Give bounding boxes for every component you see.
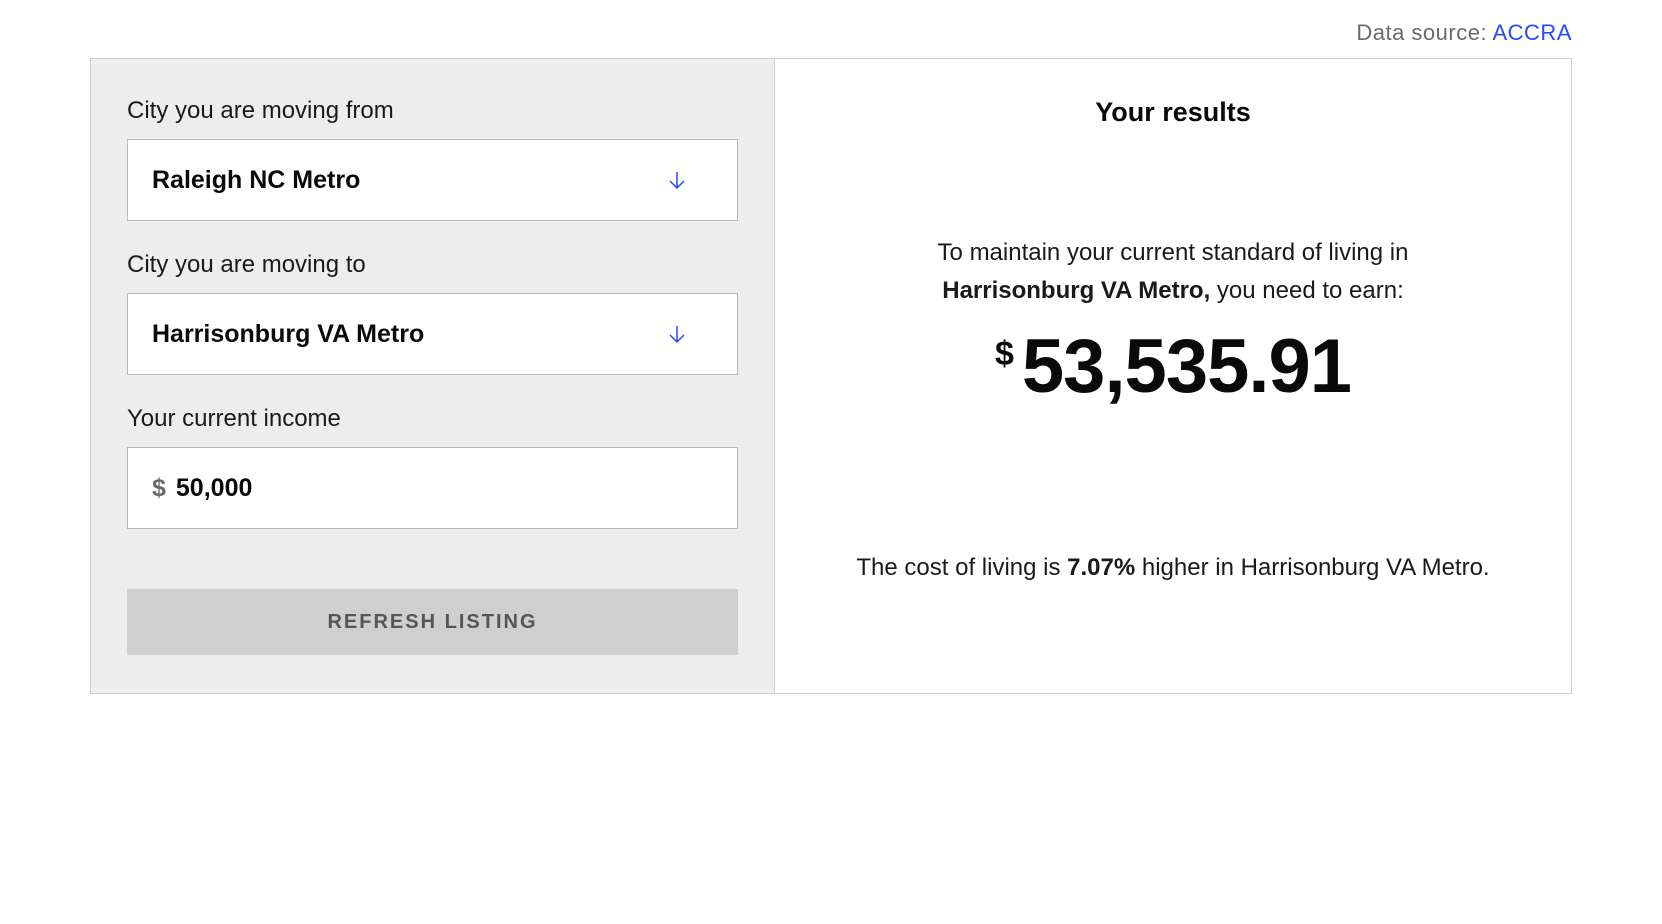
results-title: Your results <box>815 97 1531 128</box>
results-panel: Your results To maintain your current st… <box>775 59 1571 693</box>
from-city-group: City you are moving from Raleigh NC Metr… <box>127 97 738 221</box>
data-source-text: Data source: <box>1356 20 1492 45</box>
data-source-link[interactable]: ACCRA <box>1492 20 1572 45</box>
arrow-down-icon <box>665 168 689 192</box>
calculator-container: City you are moving from Raleigh NC Metr… <box>90 58 1572 694</box>
data-source-label: Data source: ACCRA <box>90 20 1572 46</box>
comparison-prefix: The cost of living is <box>856 554 1067 581</box>
income-prefix: $ <box>152 474 166 503</box>
results-intro: To maintain your current standard of liv… <box>815 234 1531 311</box>
comparison-text: The cost of living is 7.07% higher in Ha… <box>815 545 1531 591</box>
from-city-select[interactable]: Raleigh NC Metro <box>127 139 738 221</box>
amount-value: 53,535.91 <box>1022 329 1351 405</box>
income-input-wrapper[interactable]: $ <box>127 447 738 529</box>
amount-currency: $ <box>995 335 1014 374</box>
comparison-percent: 7.07% <box>1067 554 1135 581</box>
to-city-group: City you are moving to Harrisonburg VA M… <box>127 251 738 375</box>
refresh-button[interactable]: REFRESH LISTING <box>127 589 738 655</box>
results-destination: Harrisonburg VA Metro, <box>942 277 1210 304</box>
to-city-value: Harrisonburg VA Metro <box>152 320 713 349</box>
income-label: Your current income <box>127 405 738 433</box>
form-panel: City you are moving from Raleigh NC Metr… <box>91 59 775 693</box>
from-city-value: Raleigh NC Metro <box>152 166 713 195</box>
results-intro-line1: To maintain your current standard of liv… <box>938 239 1409 266</box>
to-city-select[interactable]: Harrisonburg VA Metro <box>127 293 738 375</box>
amount-display: $ 53,535.91 <box>815 329 1531 405</box>
comparison-suffix: higher in Harrisonburg VA Metro. <box>1135 554 1489 581</box>
income-input[interactable] <box>176 474 713 503</box>
to-city-label: City you are moving to <box>127 251 738 279</box>
from-city-label: City you are moving from <box>127 97 738 125</box>
income-group: Your current income $ <box>127 405 738 529</box>
results-intro-line2: you need to earn: <box>1210 277 1403 304</box>
arrow-down-icon <box>665 322 689 346</box>
